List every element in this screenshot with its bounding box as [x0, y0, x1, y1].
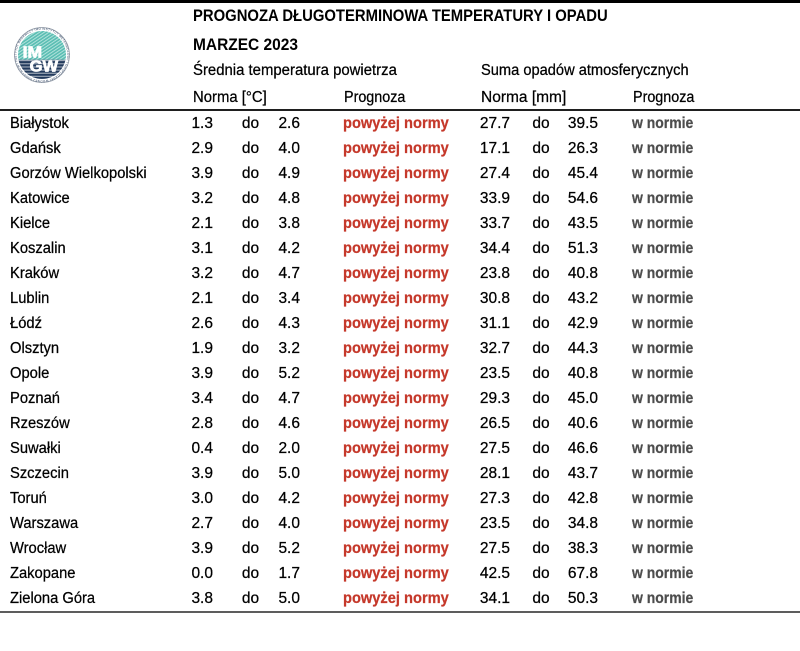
svg-text:IM: IM [22, 45, 41, 62]
svg-text:GW: GW [29, 58, 58, 75]
